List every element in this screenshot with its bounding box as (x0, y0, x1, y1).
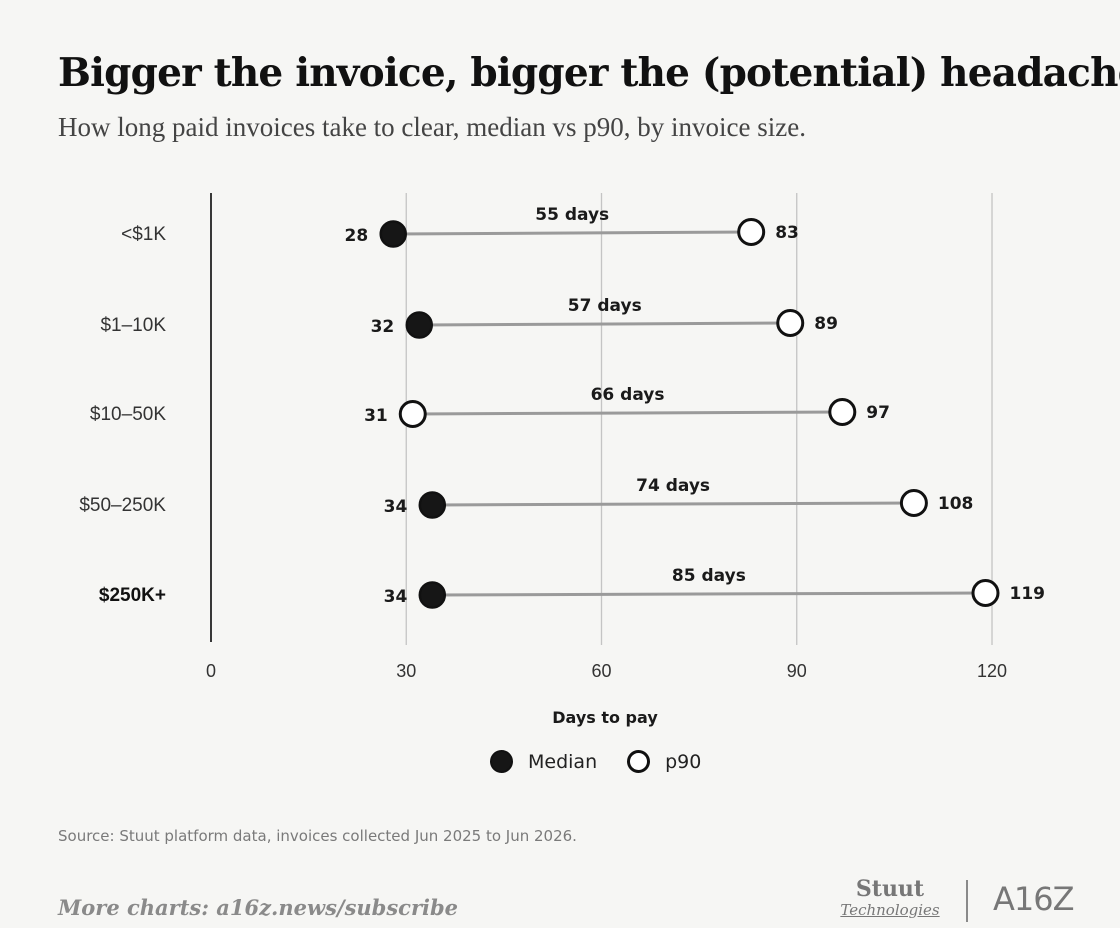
gap-days-label: 57 days (568, 296, 642, 316)
gap-connector (432, 591, 986, 597)
chart-subtitle: How long paid invoices take to clear, me… (58, 112, 806, 142)
p90-point (828, 398, 857, 426)
p90-point (899, 489, 928, 517)
filled-circle-icon (490, 750, 513, 773)
source-note: Source: Stuut platform data, invoices co… (58, 827, 577, 845)
median-value-label: 34 (384, 497, 408, 517)
gap-connector (393, 230, 752, 236)
median-value-label: 28 (345, 226, 369, 246)
dumbbell-rows: 28 83 55 days 32 89 57 days 31 97 66 days 34 108 74… (345, 205, 1045, 609)
gap-connector (432, 501, 914, 507)
chart-title: Bigger the invoice, bigger the (potentia… (58, 50, 1120, 96)
category-label: $250K+ (99, 585, 166, 606)
p90-point (737, 218, 766, 246)
p90-value-label: 108 (938, 494, 974, 514)
dumbbell-chart: <$1K $1–10K $10–50K $50–250K $250K+ 28 83 55 d… (79, 193, 1045, 727)
logo-divider (966, 880, 968, 922)
dumbbell-row: 32 89 57 days (371, 296, 838, 339)
median-point (418, 491, 447, 519)
gap-connector (419, 321, 791, 327)
gap-days-label: 85 days (672, 566, 746, 586)
stuut-logo-line2: Technologies (840, 901, 940, 919)
p90-point (971, 579, 1000, 607)
p90-point (776, 309, 805, 337)
legend-item-p90: p90 (627, 750, 701, 773)
p90-value-label: 89 (814, 314, 838, 334)
legend-label-p90: p90 (665, 750, 702, 773)
x-tick-label: 90 (787, 661, 807, 681)
open-circle-icon (627, 750, 651, 773)
dumbbell-row: 31 97 66 days (364, 385, 890, 428)
dumbbell-row: 34 119 85 days (384, 566, 1045, 609)
more-charts-link[interactable]: More charts: a16z.news/subscribe (58, 895, 459, 920)
p90-value-label: 119 (1009, 584, 1045, 604)
median-value-label: 32 (371, 317, 395, 337)
x-axis-label: Days to pay (552, 708, 658, 727)
median-point (405, 311, 434, 339)
gap-days-label: 55 days (535, 205, 609, 225)
gap-days-label: 66 days (591, 385, 665, 405)
x-tick-labels: 0 30 60 90 120 (206, 661, 1007, 681)
stuut-logo: Stuut Technologies (832, 877, 948, 925)
median-value-label: 31 (364, 406, 388, 426)
legend-item-median: Median (490, 750, 597, 773)
median-point (398, 400, 427, 428)
dumbbell-row: 34 108 74 days (384, 476, 974, 519)
category-labels: <$1K $1–10K $10–50K $50–250K $250K+ (79, 224, 166, 606)
p90-value-label: 83 (775, 223, 799, 243)
dumbbell-row: 28 83 55 days (345, 205, 799, 248)
x-tick-label: 0 (206, 661, 216, 681)
gap-days-label: 74 days (636, 476, 710, 496)
median-point (379, 220, 407, 248)
p90-value-label: 97 (866, 403, 890, 423)
x-tick-label: 60 (591, 661, 611, 681)
stuut-logo-line1: Stuut (855, 876, 925, 902)
median-point (418, 581, 447, 609)
gap-connector (412, 410, 843, 416)
x-tick-label: 30 (396, 661, 416, 681)
a16z-logo: A16Z (993, 880, 1075, 918)
x-tick-label: 120 (977, 661, 1007, 681)
category-label: $50–250K (79, 495, 166, 516)
category-label: <$1K (121, 224, 166, 245)
legend: Median p90 (490, 750, 731, 773)
category-label: $10–50K (90, 404, 166, 425)
median-value-label: 34 (384, 587, 408, 607)
legend-label-median: Median (528, 750, 598, 773)
category-label: $1–10K (100, 315, 166, 336)
